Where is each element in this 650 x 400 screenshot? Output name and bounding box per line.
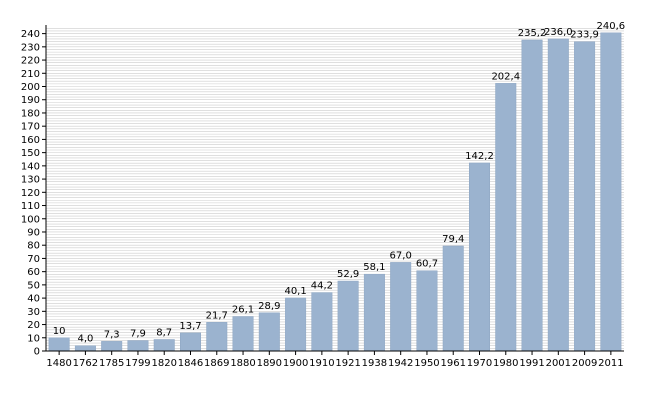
x-tick-label: 1762: [73, 358, 98, 369]
y-tick-label: 140: [21, 161, 40, 172]
bar-1762: [74, 345, 96, 352]
bar-value-label: 4,0: [77, 334, 93, 345]
y-tick-label: 80: [27, 241, 40, 252]
y-tick-label: 180: [21, 108, 40, 119]
y-tick-label: 230: [21, 42, 40, 53]
y-tick-label: 10: [27, 333, 40, 344]
x-tick-label: 1900: [283, 358, 308, 369]
bar-1921: [337, 280, 359, 352]
bar-value-label: 40,1: [284, 286, 306, 297]
bar-1785: [101, 341, 123, 352]
bar-1880: [232, 316, 254, 352]
x-tick-label: 1846: [178, 358, 203, 369]
bar-2011: [600, 32, 622, 352]
x-tick-label: 2001: [546, 358, 571, 369]
bar-value-label: 233,9: [570, 30, 599, 41]
x-tick-label: 2011: [598, 358, 623, 369]
bar-value-labels: 10 4,0 7,3 7,9 8,7 13,7 21,7 26,1 28,9 40,1 44,2 52…: [53, 21, 625, 345]
y-tick-label: 200: [21, 82, 40, 93]
bar-value-label: 60,7: [416, 259, 438, 270]
bar-value-label: 202,4: [491, 71, 520, 82]
bar-value-label: 13,7: [179, 321, 201, 332]
bar-value-label: 240,6: [597, 21, 626, 32]
x-tick-label: 1938: [362, 358, 387, 369]
bar-value-label: 235,2: [518, 28, 547, 39]
bar-1950: [416, 270, 438, 352]
bar-1480: [48, 337, 70, 352]
x-tick-label: 1785: [99, 358, 124, 369]
y-tick-label: 130: [21, 175, 40, 186]
bar-value-label: 7,9: [130, 329, 146, 340]
x-tick-label: 1961: [441, 358, 466, 369]
x-tick-label: 1991: [519, 358, 544, 369]
bar-value-label: 7,3: [104, 329, 120, 340]
bar-value-label: 142,2: [465, 151, 494, 162]
bar-value-label: 44,2: [311, 281, 333, 292]
x-tick-label: 1942: [388, 358, 413, 369]
y-tick-label: 240: [21, 29, 40, 40]
y-tick-label: 100: [21, 214, 40, 225]
y-tick-labels: 0 10 20 30 40 50 60 70 80 90 100 110 120 130 140 150 160…: [21, 29, 40, 357]
bar-2001: [547, 38, 569, 352]
bar-1820: [153, 339, 175, 352]
y-tick-label: 60: [27, 267, 40, 278]
x-tick-label: 1480: [46, 358, 71, 369]
bar-1910: [311, 292, 333, 352]
bar-value-label: 236,0: [544, 27, 573, 38]
bar-1900: [285, 297, 307, 352]
y-tick-label: 190: [21, 95, 40, 106]
y-tick-label: 70: [27, 254, 40, 265]
bar-value-label: 58,1: [363, 262, 385, 273]
bar-1799: [127, 340, 149, 352]
y-tick-label: 30: [27, 307, 40, 318]
bar-1991: [521, 39, 543, 352]
bar-value-label: 10: [53, 326, 66, 337]
bar-value-label: 21,7: [206, 310, 228, 321]
y-tick-label: 150: [21, 148, 40, 159]
bar-1938: [363, 273, 385, 352]
bar-1846: [180, 332, 201, 352]
x-tick-labels: 1480 1762 1785 1799 1820 1846 1869 1880 1890 1900…: [46, 358, 623, 369]
y-tick-label: 110: [21, 201, 40, 212]
x-tick-label: 1820: [152, 358, 177, 369]
bar-value-label: 28,9: [258, 301, 280, 312]
y-tick-label: 50: [27, 280, 40, 291]
x-tick-label: 1970: [467, 358, 492, 369]
bar-1970: [469, 162, 490, 352]
bars: [48, 32, 622, 352]
y-tick-label: 90: [27, 227, 40, 238]
x-tick-label: 1980: [493, 358, 518, 369]
x-tick-label: 2009: [572, 358, 597, 369]
bar-2009: [574, 41, 596, 352]
y-tick-label: 170: [21, 122, 40, 133]
bar-value-label: 8,7: [156, 327, 172, 338]
x-tick-label: 1799: [125, 358, 150, 369]
y-tick-label: 20: [27, 320, 40, 331]
y-tick-label: 0: [34, 347, 40, 358]
bar-value-label: 52,9: [337, 269, 359, 280]
x-tick-label: 1950: [414, 358, 439, 369]
x-tick-label: 1890: [257, 358, 282, 369]
y-tick-label: 210: [21, 69, 40, 80]
x-tick-label: 1921: [335, 358, 360, 369]
y-tick-label: 160: [21, 135, 40, 146]
bar-1980: [495, 83, 517, 352]
bar-1942: [390, 262, 412, 352]
y-tick-label: 120: [21, 188, 40, 199]
x-tick-label: 1880: [230, 358, 255, 369]
bar-1869: [206, 322, 228, 352]
bar-1890: [258, 312, 280, 352]
axes: [42, 25, 624, 355]
bar-value-label: 26,1: [232, 304, 254, 315]
y-tick-label: 40: [27, 294, 40, 305]
x-tick-label: 1910: [309, 358, 334, 369]
bar-value-label: 79,4: [442, 234, 464, 245]
y-tick-label: 220: [21, 56, 40, 67]
x-tick-label: 1869: [204, 358, 229, 369]
bar-1961: [442, 245, 464, 352]
bar-value-label: 67,0: [390, 250, 412, 261]
